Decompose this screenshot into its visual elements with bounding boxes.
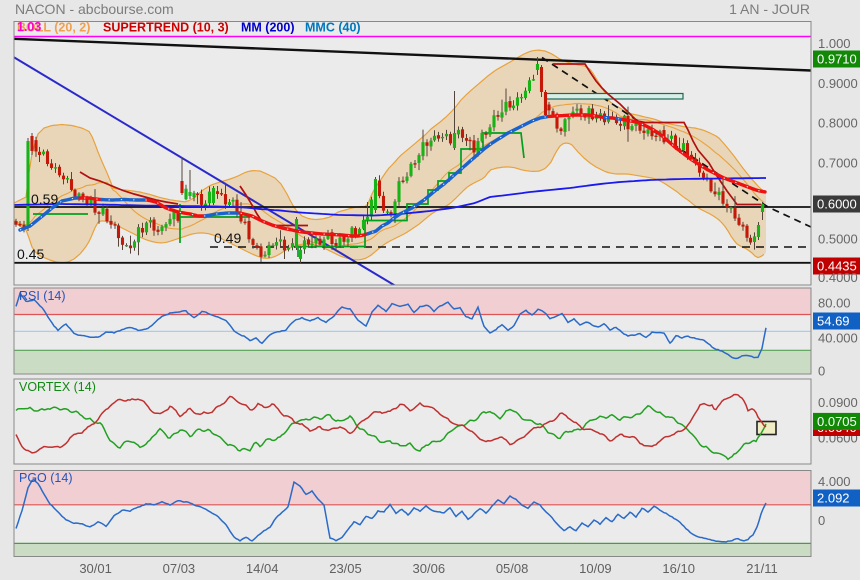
svg-text:16/10: 16/10 <box>662 561 695 576</box>
svg-text:14/04: 14/04 <box>246 561 279 576</box>
svg-text:30/06: 30/06 <box>413 561 446 576</box>
svg-text:0.59: 0.59 <box>31 191 58 207</box>
svg-text:40.000: 40.000 <box>818 331 858 346</box>
svg-text:NACON - abcbourse.com: NACON - abcbourse.com <box>15 1 174 17</box>
svg-text:0.49: 0.49 <box>214 230 241 246</box>
svg-text:0.9710: 0.9710 <box>817 52 857 67</box>
svg-text:23/05: 23/05 <box>329 561 362 576</box>
svg-text:0: 0 <box>818 513 825 528</box>
svg-text:0.6000: 0.6000 <box>817 197 857 212</box>
svg-text:0.7000: 0.7000 <box>818 156 858 171</box>
svg-text:54.69: 54.69 <box>817 314 850 329</box>
svg-text:0: 0 <box>818 364 825 379</box>
svg-text:1.03: 1.03 <box>17 20 41 34</box>
svg-text:05/08: 05/08 <box>496 561 529 576</box>
svg-text:07/03: 07/03 <box>163 561 196 576</box>
svg-text:80.00: 80.00 <box>818 296 851 311</box>
svg-text:MM (200): MM (200) <box>241 21 294 35</box>
svg-text:RSI (14): RSI (14) <box>19 289 66 303</box>
svg-text:21/11: 21/11 <box>746 561 778 576</box>
svg-text:VORTEX (14): VORTEX (14) <box>19 380 96 394</box>
svg-text:30/01: 30/01 <box>79 561 112 576</box>
svg-text:0.8000: 0.8000 <box>818 116 858 131</box>
svg-text:0.4000: 0.4000 <box>818 270 858 285</box>
svg-text:1.000: 1.000 <box>818 36 851 51</box>
svg-text:PGO (14): PGO (14) <box>19 471 73 485</box>
svg-text:0.5000: 0.5000 <box>818 232 858 247</box>
svg-text:10/09: 10/09 <box>579 561 612 576</box>
svg-text:MMC (40): MMC (40) <box>305 21 361 35</box>
svg-text:2.092: 2.092 <box>817 491 850 506</box>
svg-text:4.000: 4.000 <box>818 474 851 489</box>
svg-text:1 AN - JOUR: 1 AN - JOUR <box>729 1 810 17</box>
svg-text:0.9000: 0.9000 <box>818 76 858 91</box>
svg-text:SUPERTREND (10, 3): SUPERTREND (10, 3) <box>103 21 229 35</box>
svg-text:0.45: 0.45 <box>17 246 44 262</box>
svg-text:0.4435: 0.4435 <box>817 259 857 274</box>
svg-text:0.0900: 0.0900 <box>818 395 858 410</box>
svg-text:0.0705: 0.0705 <box>817 414 857 429</box>
svg-text:BOLL (20, 2): BOLL (20, 2) <box>17 21 90 35</box>
